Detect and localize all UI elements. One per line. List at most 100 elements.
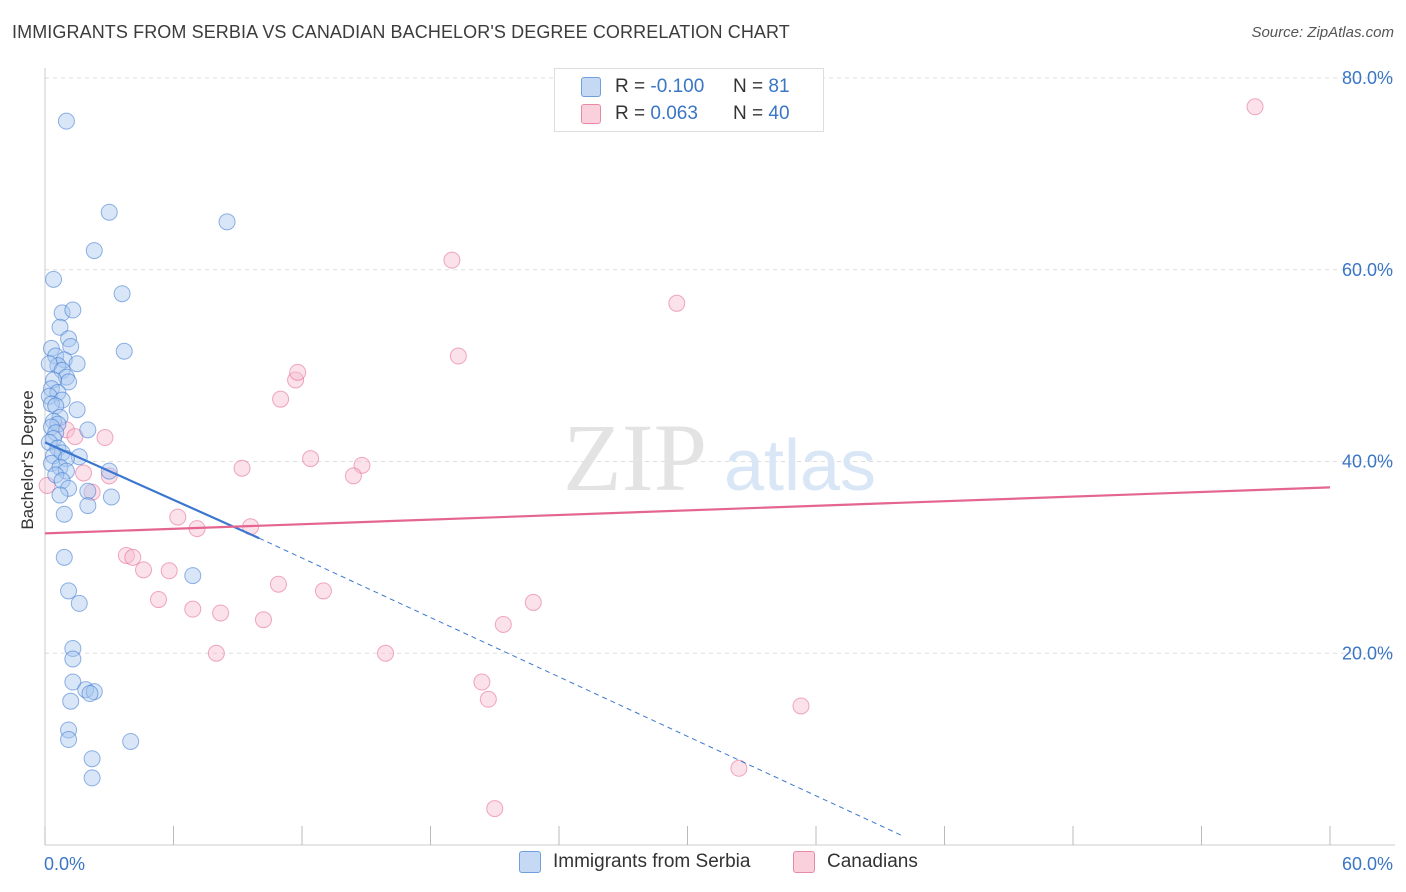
point-serbia: [64, 650, 82, 668]
point-serbia: [62, 692, 80, 710]
point-canadians: [96, 429, 114, 447]
point-serbia: [184, 567, 202, 585]
point-serbia: [55, 505, 73, 523]
point-canadians: [160, 562, 178, 580]
tick-labels: 20.0% 40.0% 60.0% 80.0% 0.0% 60.0%: [44, 68, 1393, 874]
point-serbia: [45, 270, 63, 288]
point-serbia: [60, 731, 78, 749]
y-tick-label: 80.0%: [1342, 68, 1393, 88]
correlation-legend: R = -0.100 N = 81 R = 0.063 N = 40: [554, 68, 824, 132]
canadians-points: [38, 98, 1264, 818]
point-serbia: [79, 482, 97, 500]
point-serbia: [51, 318, 69, 336]
legend-r-label: R =: [615, 76, 646, 97]
point-canadians: [75, 464, 93, 482]
point-canadians: [730, 759, 748, 777]
point-serbia: [60, 582, 78, 600]
point-canadians: [289, 363, 307, 381]
point-canadians: [272, 390, 290, 408]
point-canadians: [473, 673, 491, 691]
point-serbia: [42, 395, 60, 413]
point-canadians: [150, 591, 168, 609]
point-serbia: [102, 488, 120, 506]
point-serbia: [70, 594, 88, 612]
point-canadians: [494, 615, 512, 633]
y-tick-label: 60.0%: [1342, 260, 1393, 280]
legend-n-label: N =: [733, 103, 764, 124]
point-serbia: [68, 401, 86, 419]
point-serbia: [83, 750, 101, 768]
legend-row-canadians: R = 0.063 N = 40: [581, 102, 790, 126]
point-canadians: [254, 611, 272, 629]
point-canadians: [169, 508, 187, 526]
point-serbia: [218, 213, 236, 231]
point-serbia: [115, 342, 133, 360]
serbia-points: [40, 112, 236, 787]
point-canadians: [449, 347, 467, 365]
point-serbia: [79, 497, 97, 515]
point-serbia: [51, 486, 69, 504]
axes: [44, 68, 1395, 846]
legend-row-serbia: R = -0.100 N = 81: [581, 75, 790, 99]
point-serbia: [57, 112, 75, 130]
point-serbia: [64, 673, 82, 691]
point-canadians: [302, 450, 320, 468]
point-serbia: [53, 391, 71, 409]
point-canadians: [344, 467, 362, 485]
point-serbia: [47, 466, 65, 484]
point-serbia: [81, 685, 99, 703]
legend-n-value-canadians: 40: [768, 103, 790, 124]
legend-label-canadians: Canadians: [827, 851, 918, 872]
source-label: Source: ZipAtlas.com: [1251, 24, 1394, 41]
point-serbia: [85, 683, 103, 701]
legend-n-label: N =: [733, 76, 764, 97]
point-serbia: [57, 462, 75, 480]
watermark-atlas: atlas: [724, 426, 876, 506]
legend-item-canadians[interactable]: Canadians: [793, 851, 918, 873]
grid-lines: [45, 77, 1395, 654]
point-serbia: [60, 373, 78, 391]
point-serbia: [60, 721, 78, 739]
point-canadians: [486, 800, 504, 818]
point-canadians: [124, 548, 142, 566]
legend-swatch-serbia: [519, 851, 541, 873]
x-tick-label: 0.0%: [44, 854, 85, 874]
point-serbia: [60, 479, 78, 497]
trend-line-serbia: [44, 441, 260, 540]
point-canadians: [135, 561, 153, 579]
point-canadians: [269, 575, 287, 593]
legend-r-value-serbia: -0.100: [650, 76, 705, 97]
point-serbia: [64, 301, 82, 319]
x-tick-label: 60.0%: [1342, 854, 1393, 874]
point-serbia: [113, 285, 131, 303]
watermark: ZIP atlas: [563, 404, 876, 511]
legend-swatch-canadians: [793, 851, 815, 873]
legend-swatch-canadians: [581, 104, 601, 124]
legend-n-value-serbia: 81: [768, 76, 790, 97]
point-canadians: [668, 294, 686, 312]
point-canadians: [377, 644, 395, 662]
point-canadians: [479, 690, 497, 708]
point-serbia: [100, 203, 118, 221]
point-serbia: [83, 769, 101, 787]
point-serbia: [122, 732, 140, 750]
trend-line-canadians: [44, 486, 1331, 535]
trend-line-serbia-extension: [258, 537, 902, 836]
point-serbia: [55, 548, 73, 566]
point-canadians: [117, 546, 135, 564]
watermark-zip: ZIP: [563, 404, 707, 511]
point-serbia: [79, 421, 97, 439]
point-canadians: [1246, 98, 1264, 116]
point-canadians: [792, 697, 810, 715]
series-legend: Immigrants from Serbia Canadians: [0, 851, 1406, 877]
legend-r-value-canadians: 0.063: [650, 103, 698, 124]
point-canadians: [184, 600, 202, 618]
legend-r-label: R =: [615, 103, 646, 124]
point-canadians: [212, 604, 230, 622]
point-serbia: [68, 355, 86, 373]
legend-item-serbia[interactable]: Immigrants from Serbia: [519, 851, 750, 873]
point-canadians: [207, 644, 225, 662]
legend-swatch-serbia: [581, 77, 601, 97]
chart-title: IMMIGRANTS FROM SERBIA VS CANADIAN BACHE…: [12, 22, 790, 42]
